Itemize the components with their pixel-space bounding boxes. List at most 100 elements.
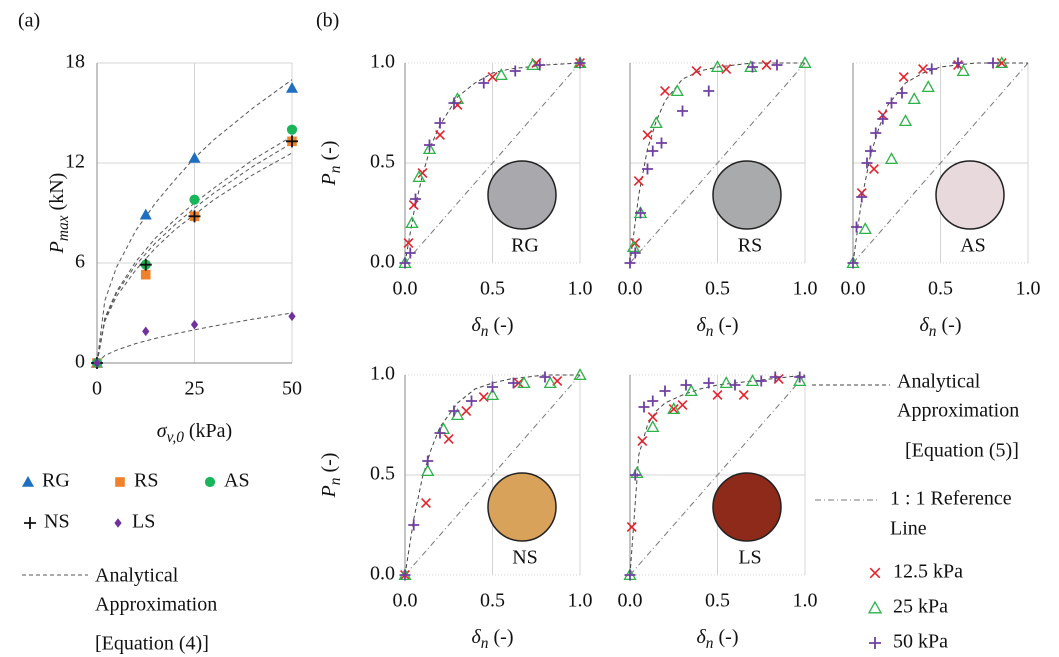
axis-subscript: n [929, 323, 937, 340]
data-point [710, 60, 725, 73]
data-point [659, 385, 671, 397]
data-point [861, 157, 873, 169]
data-point [747, 61, 758, 73]
data-point [410, 193, 421, 205]
sample-image [935, 160, 1005, 230]
data-point [729, 379, 741, 391]
data-point [434, 427, 446, 439]
data-point [190, 319, 199, 330]
data-point [886, 97, 897, 109]
data-point [403, 238, 414, 248]
x-tick-label: 0.0 [618, 590, 643, 612]
axis-symbol: δ [472, 626, 482, 648]
data-point [793, 374, 807, 387]
data-point [907, 92, 921, 105]
legend-marker [867, 600, 883, 614]
data-point [712, 390, 723, 400]
data-point [677, 400, 688, 410]
data-point [485, 388, 500, 401]
data-point [466, 395, 477, 407]
data-point [856, 191, 868, 203]
fit-line [404, 374, 580, 576]
x-tick-label: 0.5 [480, 590, 505, 612]
data-point [508, 377, 519, 389]
y-tick-label: 0.0 [370, 563, 395, 585]
legend-label: 1 : 1 Reference [890, 488, 1012, 510]
panel-label: (b) [316, 10, 339, 32]
data-point [629, 469, 641, 481]
legend-label: NS [44, 511, 70, 533]
data-point [738, 390, 749, 400]
y-tick-label: 18 [65, 51, 85, 73]
data-point [771, 59, 783, 71]
axis-unit: (-) [318, 141, 340, 161]
x-tick-label: 0.0 [618, 278, 643, 300]
axis-label: Pmax (kN) [46, 173, 72, 255]
reference-line [404, 374, 581, 576]
axis-subscript: max [55, 215, 72, 241]
sample-image [712, 160, 782, 230]
data-point [412, 170, 426, 183]
data-point [898, 114, 913, 127]
legend-marker [869, 637, 881, 649]
x-tick-label: 1.0 [793, 278, 818, 300]
data-point [680, 379, 692, 391]
data-point [139, 208, 152, 220]
axis-unit: (-) [494, 314, 514, 336]
data-point [745, 374, 760, 387]
axis-symbol: σ [157, 420, 168, 442]
legend-marker [869, 567, 881, 579]
reference-line [404, 62, 581, 264]
data-point [421, 498, 431, 508]
axis-unit: (-) [719, 626, 739, 648]
data-point [399, 257, 411, 269]
axis-symbol: δ [697, 626, 707, 648]
data-point [851, 221, 862, 233]
legend-marker [24, 517, 36, 529]
data-point [660, 86, 670, 96]
data-point [769, 371, 781, 383]
axis-subscript: n [481, 323, 489, 340]
axis-symbol: P [46, 241, 68, 254]
data-point [884, 152, 899, 165]
data-point [624, 257, 636, 269]
x-tick-label: 0.5 [705, 590, 730, 612]
data-point [494, 68, 508, 81]
legend-label: [Equation (4)] [95, 633, 209, 655]
x-tick-label: 0.5 [480, 278, 505, 300]
axis-label: δn (-) [920, 314, 962, 340]
data-point [139, 258, 152, 271]
legend-label: Approximation [897, 400, 1019, 422]
fit-line [96, 79, 293, 364]
legend-label: RS [134, 470, 158, 492]
axis-unit: (-) [494, 626, 514, 648]
data-point [443, 434, 454, 444]
axis-subscript: n [706, 323, 714, 340]
data-point [761, 60, 772, 70]
x-tick-label: 0.0 [841, 278, 866, 300]
reference-line [629, 62, 806, 264]
axis-label: Pn (-) [318, 141, 344, 187]
data-point [461, 406, 472, 416]
y-tick-label: 6 [75, 251, 85, 273]
axis-label: Pn (-) [318, 453, 344, 499]
axis-subscript: n [481, 635, 489, 652]
x-tick-label: 25 [185, 378, 205, 400]
data-point [424, 139, 435, 151]
data-point [647, 412, 658, 422]
data-point [539, 371, 551, 383]
data-point [898, 72, 909, 82]
data-point [626, 240, 641, 253]
data-point [637, 436, 648, 446]
data-point [478, 392, 489, 402]
data-point [677, 105, 688, 117]
data-point [647, 145, 659, 157]
data-point [877, 113, 889, 125]
data-point [478, 77, 490, 89]
y-tick-label: 0.5 [370, 151, 395, 173]
legend-marker [204, 476, 216, 488]
axis-subscript: v,0 [167, 429, 185, 446]
y-tick-label: 0.0 [370, 251, 395, 273]
data-point [956, 64, 970, 77]
